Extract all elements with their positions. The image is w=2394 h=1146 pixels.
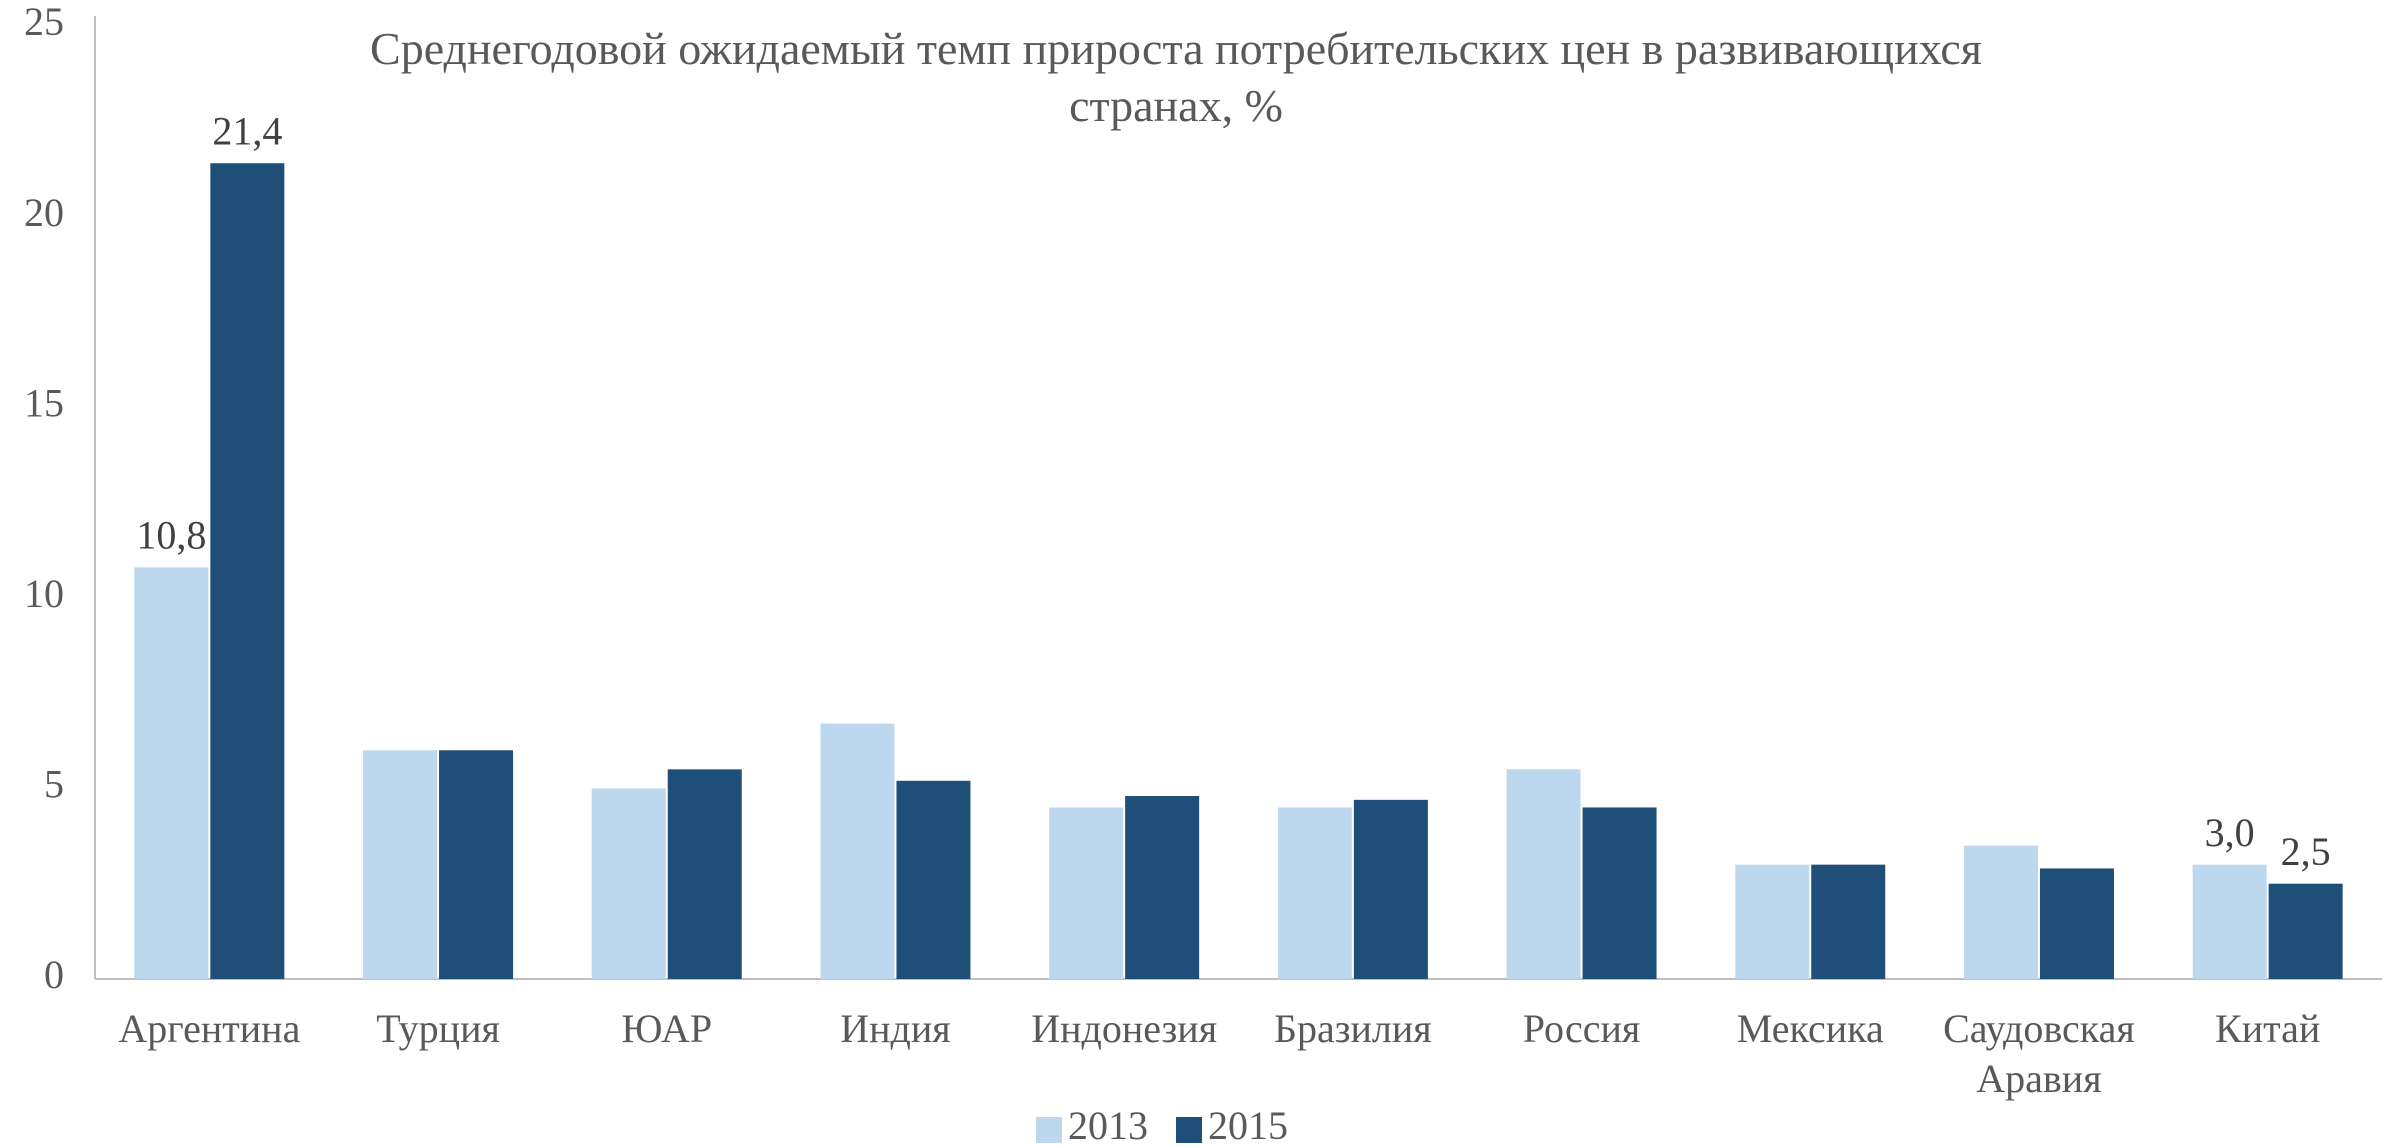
bar: [363, 750, 438, 979]
chart-title: Среднегодовой ожидаемый темп прироста по…: [370, 23, 1982, 131]
bar: [2268, 883, 2343, 979]
bar: [1049, 807, 1124, 979]
x-tick-label: Китай: [2215, 1006, 2320, 1051]
bar: [1353, 799, 1428, 979]
bar: [591, 788, 666, 979]
bar: [134, 567, 209, 979]
bar: [1582, 807, 1657, 979]
data-label: 10,8: [136, 512, 206, 557]
x-tick-label: Индия: [840, 1006, 950, 1051]
legend-swatch: [1176, 1117, 1202, 1143]
x-tick-label: ЮАР: [621, 1006, 712, 1051]
y-tick-label: 20: [24, 190, 64, 235]
y-tick-label: 10: [24, 571, 64, 616]
y-tick-label: 25: [24, 0, 64, 44]
y-tick-label: 15: [24, 380, 64, 425]
bar: [2192, 864, 2267, 979]
bar: [1963, 845, 2038, 979]
legend-label: 2013: [1068, 1103, 1148, 1146]
bar: [2039, 868, 2114, 979]
bar: [1506, 769, 1581, 979]
x-tick-label: Саудовская Аравия: [1943, 1006, 2135, 1101]
x-tick-label: Аргентина: [118, 1006, 300, 1051]
bar: [439, 750, 514, 979]
y-tick-label: 5: [44, 762, 64, 807]
x-tick-label: Мексика: [1737, 1006, 1884, 1051]
bar: [1277, 807, 1352, 979]
bar: [210, 163, 285, 979]
legend-label: 2015: [1208, 1103, 1288, 1146]
y-tick-label: 0: [44, 952, 64, 997]
data-label: 2,5: [2281, 829, 2331, 874]
x-tick-label: Бразилия: [1274, 1006, 1432, 1051]
data-label: 21,4: [212, 108, 282, 153]
data-label: 3,0: [2205, 810, 2255, 855]
bar: [820, 723, 895, 979]
x-tick-label: Турция: [376, 1006, 500, 1051]
bar: [1125, 796, 1200, 979]
x-tick-label: Россия: [1523, 1006, 1641, 1051]
bar: [1811, 864, 1886, 979]
bar: [667, 769, 742, 979]
legend-swatch: [1036, 1117, 1062, 1143]
bar: [896, 780, 971, 979]
bar: [1735, 864, 1810, 979]
x-tick-label: Индонезия: [1031, 1006, 1217, 1051]
